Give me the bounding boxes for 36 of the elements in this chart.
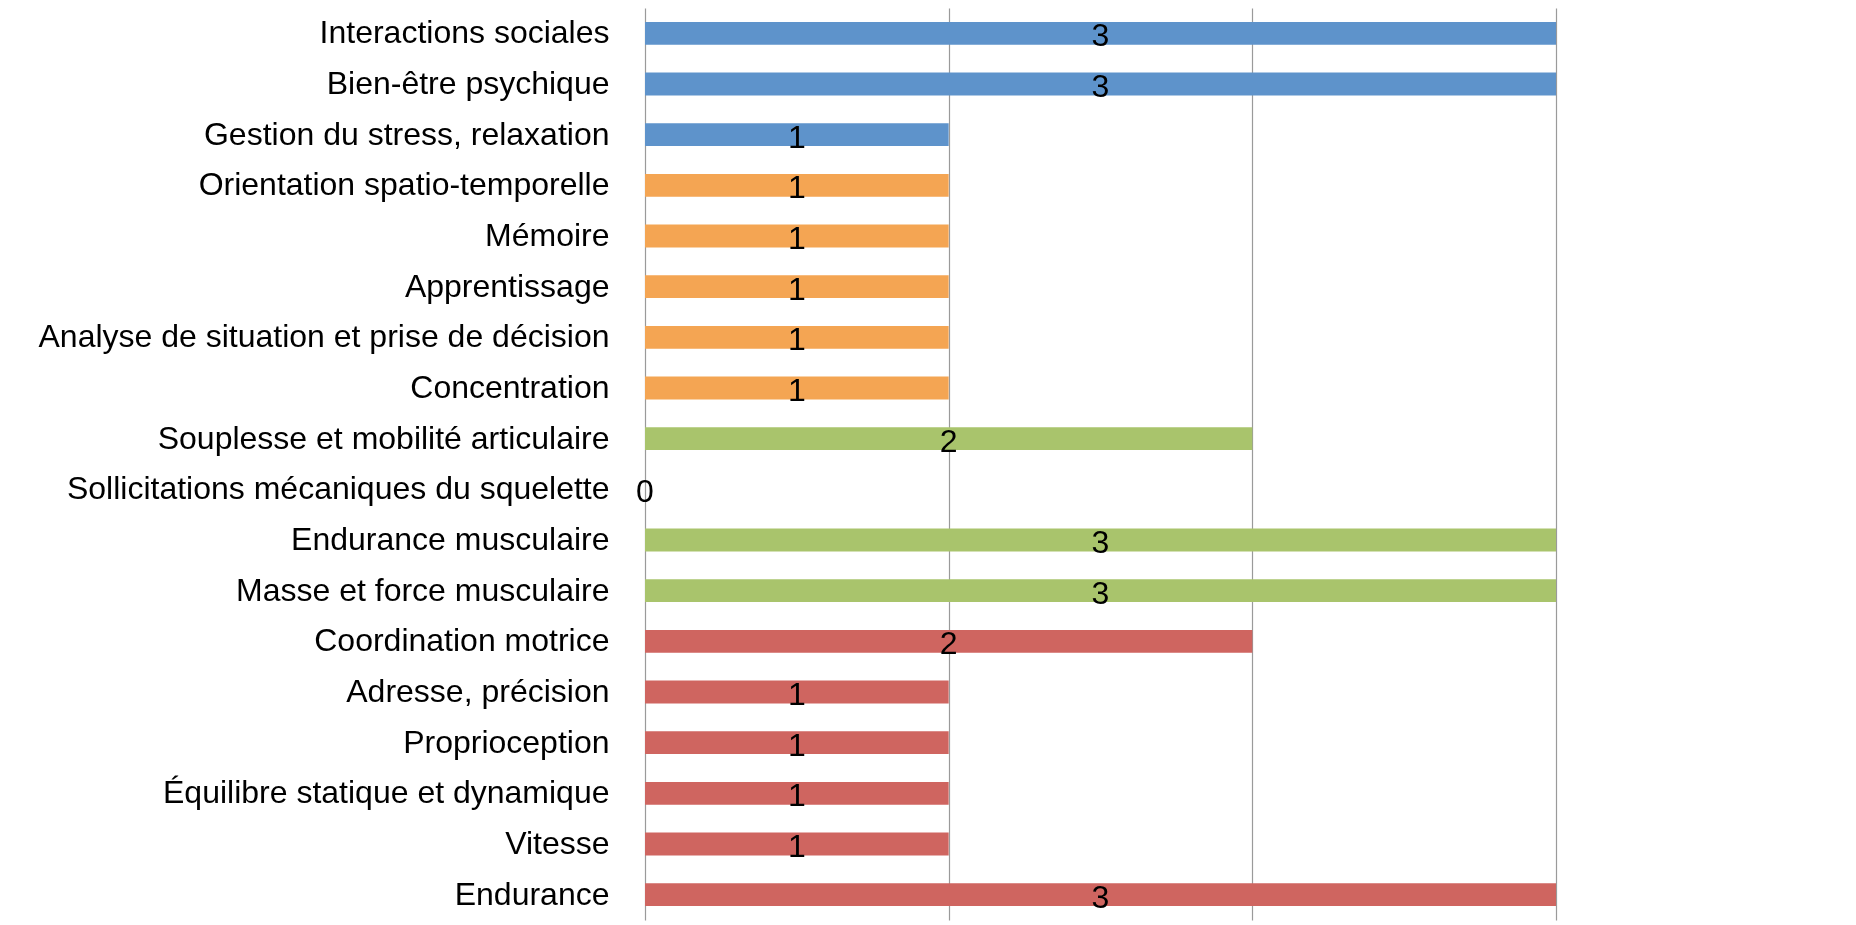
y-tick-label: Mémoire [485,217,610,253]
data-label: 3 [1091,17,1110,54]
y-tick-label: Coordination motrice [314,622,610,659]
data-label: 1 [787,676,806,712]
data-label: 1 [787,220,806,256]
data-label: 1 [787,270,806,307]
y-tick-label: Masse et force musculaire [236,571,610,608]
y-tick-label: Bien-être psychique [326,65,610,101]
y-tick-label: Sollicitations mécaniques du squelette [66,470,610,507]
y-tick-label: Apprentissage [404,267,610,304]
y-tick-label: Analyse de situation et prise de décision [38,318,610,355]
data-label: 3 [1091,878,1110,915]
data-label: 3 [1091,68,1110,104]
y-tick-label: Équilibre statique et dynamique [163,774,610,811]
y-tick-label: Proprioception [403,723,610,760]
y-tick-label: Endurance [454,875,610,912]
data-label: 3 [1091,574,1110,611]
y-tick-label: Interactions sociales [319,14,610,51]
y-tick-label: Gestion du stress, relaxation [203,115,610,152]
y-tick-label: Orientation spatio-temporelle [198,166,610,203]
y-tick-label: Vitesse [505,825,610,861]
data-label: 1 [787,777,806,814]
data-label: 0 [636,473,654,510]
data-label: 2 [939,422,958,459]
data-label: 1 [787,828,806,864]
data-label: 1 [787,726,806,763]
data-label: 2 [939,625,958,662]
data-label: 3 [1091,524,1110,560]
y-tick-label: Souplesse et mobilité articulaire [157,419,610,456]
y-tick-label: Adresse, précision [346,673,610,709]
data-label: 1 [787,372,806,408]
y-tick-label: Endurance musculaire [291,521,610,557]
y-tick-label: Concentration [410,369,610,405]
data-label: 1 [787,169,806,206]
data-label: 1 [787,118,806,155]
data-label: 1 [787,321,806,358]
